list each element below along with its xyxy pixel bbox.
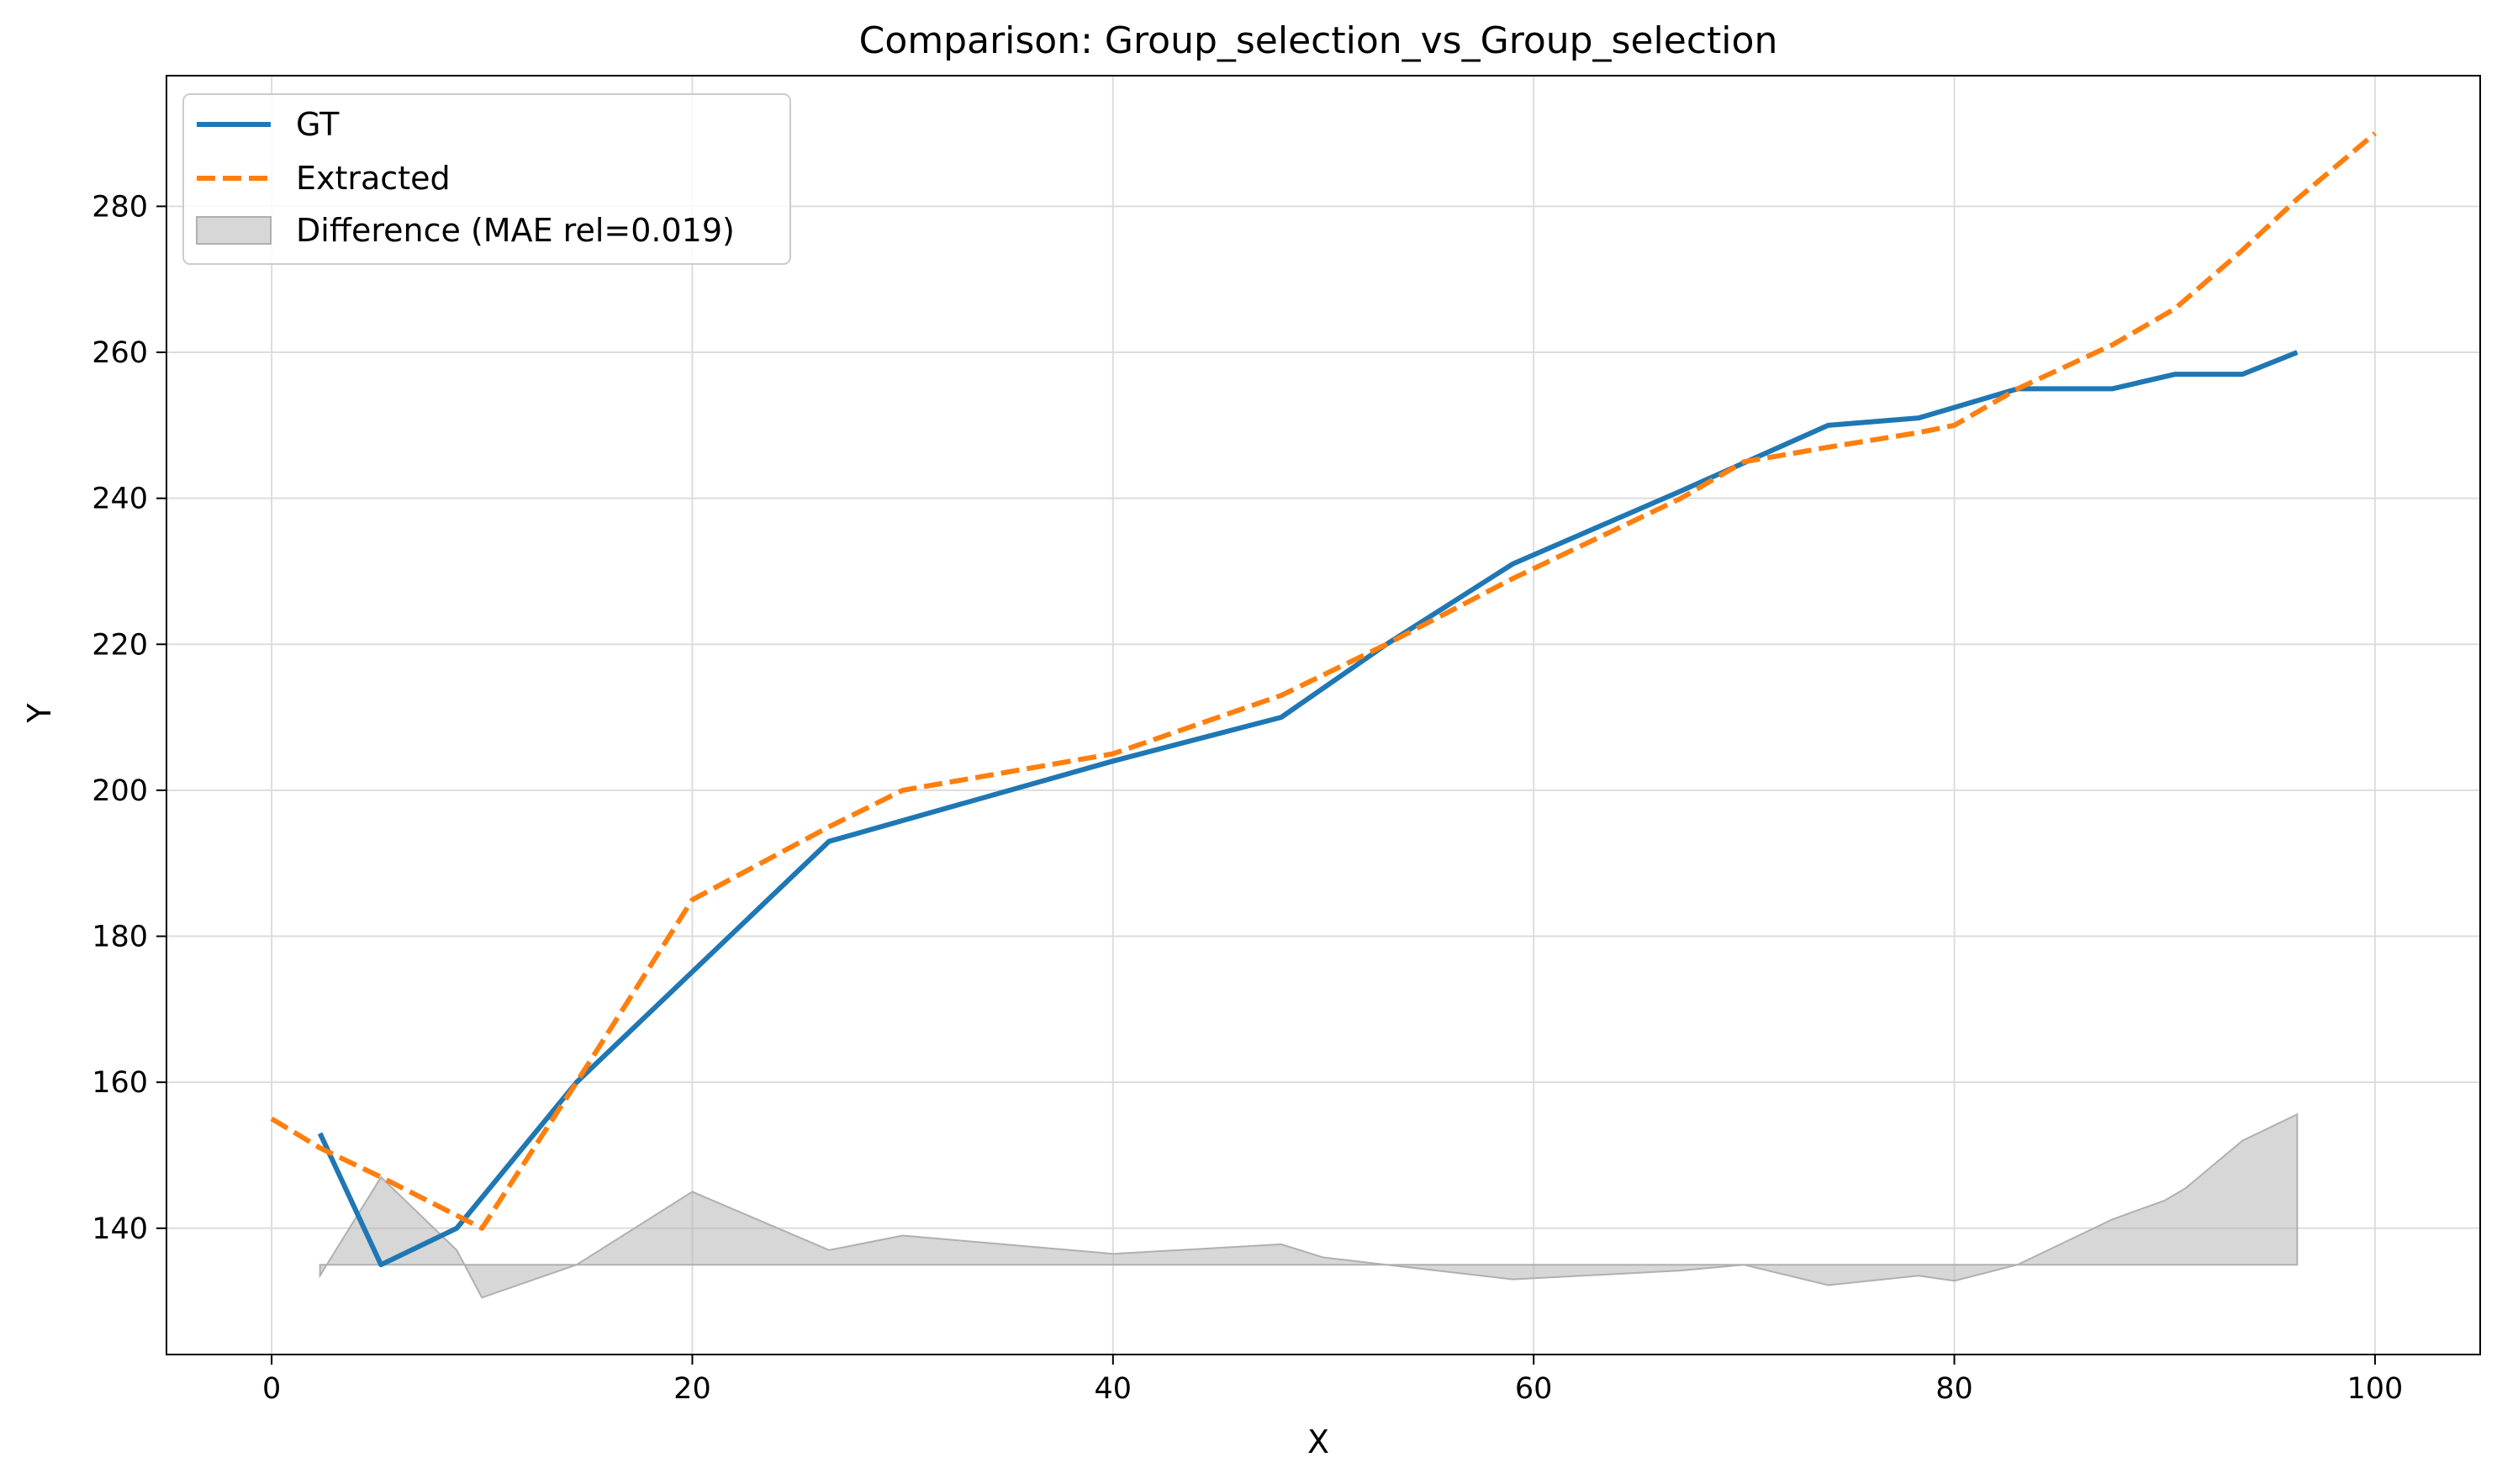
x-tick-label: 20 (673, 1372, 711, 1406)
extracted-series-line (270, 131, 2377, 1231)
x-tick-label: 80 (1935, 1372, 1973, 1406)
y-tick-label: 220 (92, 628, 148, 662)
legend-difference-swatch (196, 216, 272, 245)
plot-frame (166, 75, 2481, 1355)
x-tick-label: 0 (262, 1372, 281, 1406)
legend-frame (182, 93, 791, 265)
chart-title: Comparison: Group_selection_vs_Group_sel… (859, 19, 1778, 62)
y-tick-label: 160 (92, 1066, 148, 1100)
legend-extracted-label: Extracted (296, 160, 451, 197)
x-tick-label: 40 (1095, 1372, 1132, 1406)
legend-difference-label: Difference (MAE rel=0.019) (296, 212, 735, 249)
y-tick-label: 260 (92, 336, 148, 370)
gt-series-line (317, 350, 2299, 1268)
difference-band-layer (319, 1112, 2299, 1299)
grid (166, 76, 2480, 1355)
x-tick-label: 60 (1515, 1372, 1553, 1406)
series-layer (270, 131, 2377, 1268)
y-tick-label: 140 (92, 1212, 148, 1246)
legend: GT Extracted Difference (MAE rel=0.019) (182, 93, 791, 265)
x-tick-label: 100 (2347, 1372, 2404, 1406)
y-tick-label: 240 (92, 483, 148, 516)
y-tick-label: 180 (92, 921, 148, 954)
legend-gt-label: GT (296, 106, 340, 143)
y-axis-label: Y (21, 703, 58, 724)
difference-area (319, 1112, 2299, 1299)
x-axis-label: X (1307, 1423, 1329, 1460)
y-tick-label: 200 (92, 774, 148, 808)
y-tick-label: 280 (92, 190, 148, 224)
axes: 0 20 40 60 80 100 140 160 180 200 220 240 260 280 (92, 75, 2481, 1406)
